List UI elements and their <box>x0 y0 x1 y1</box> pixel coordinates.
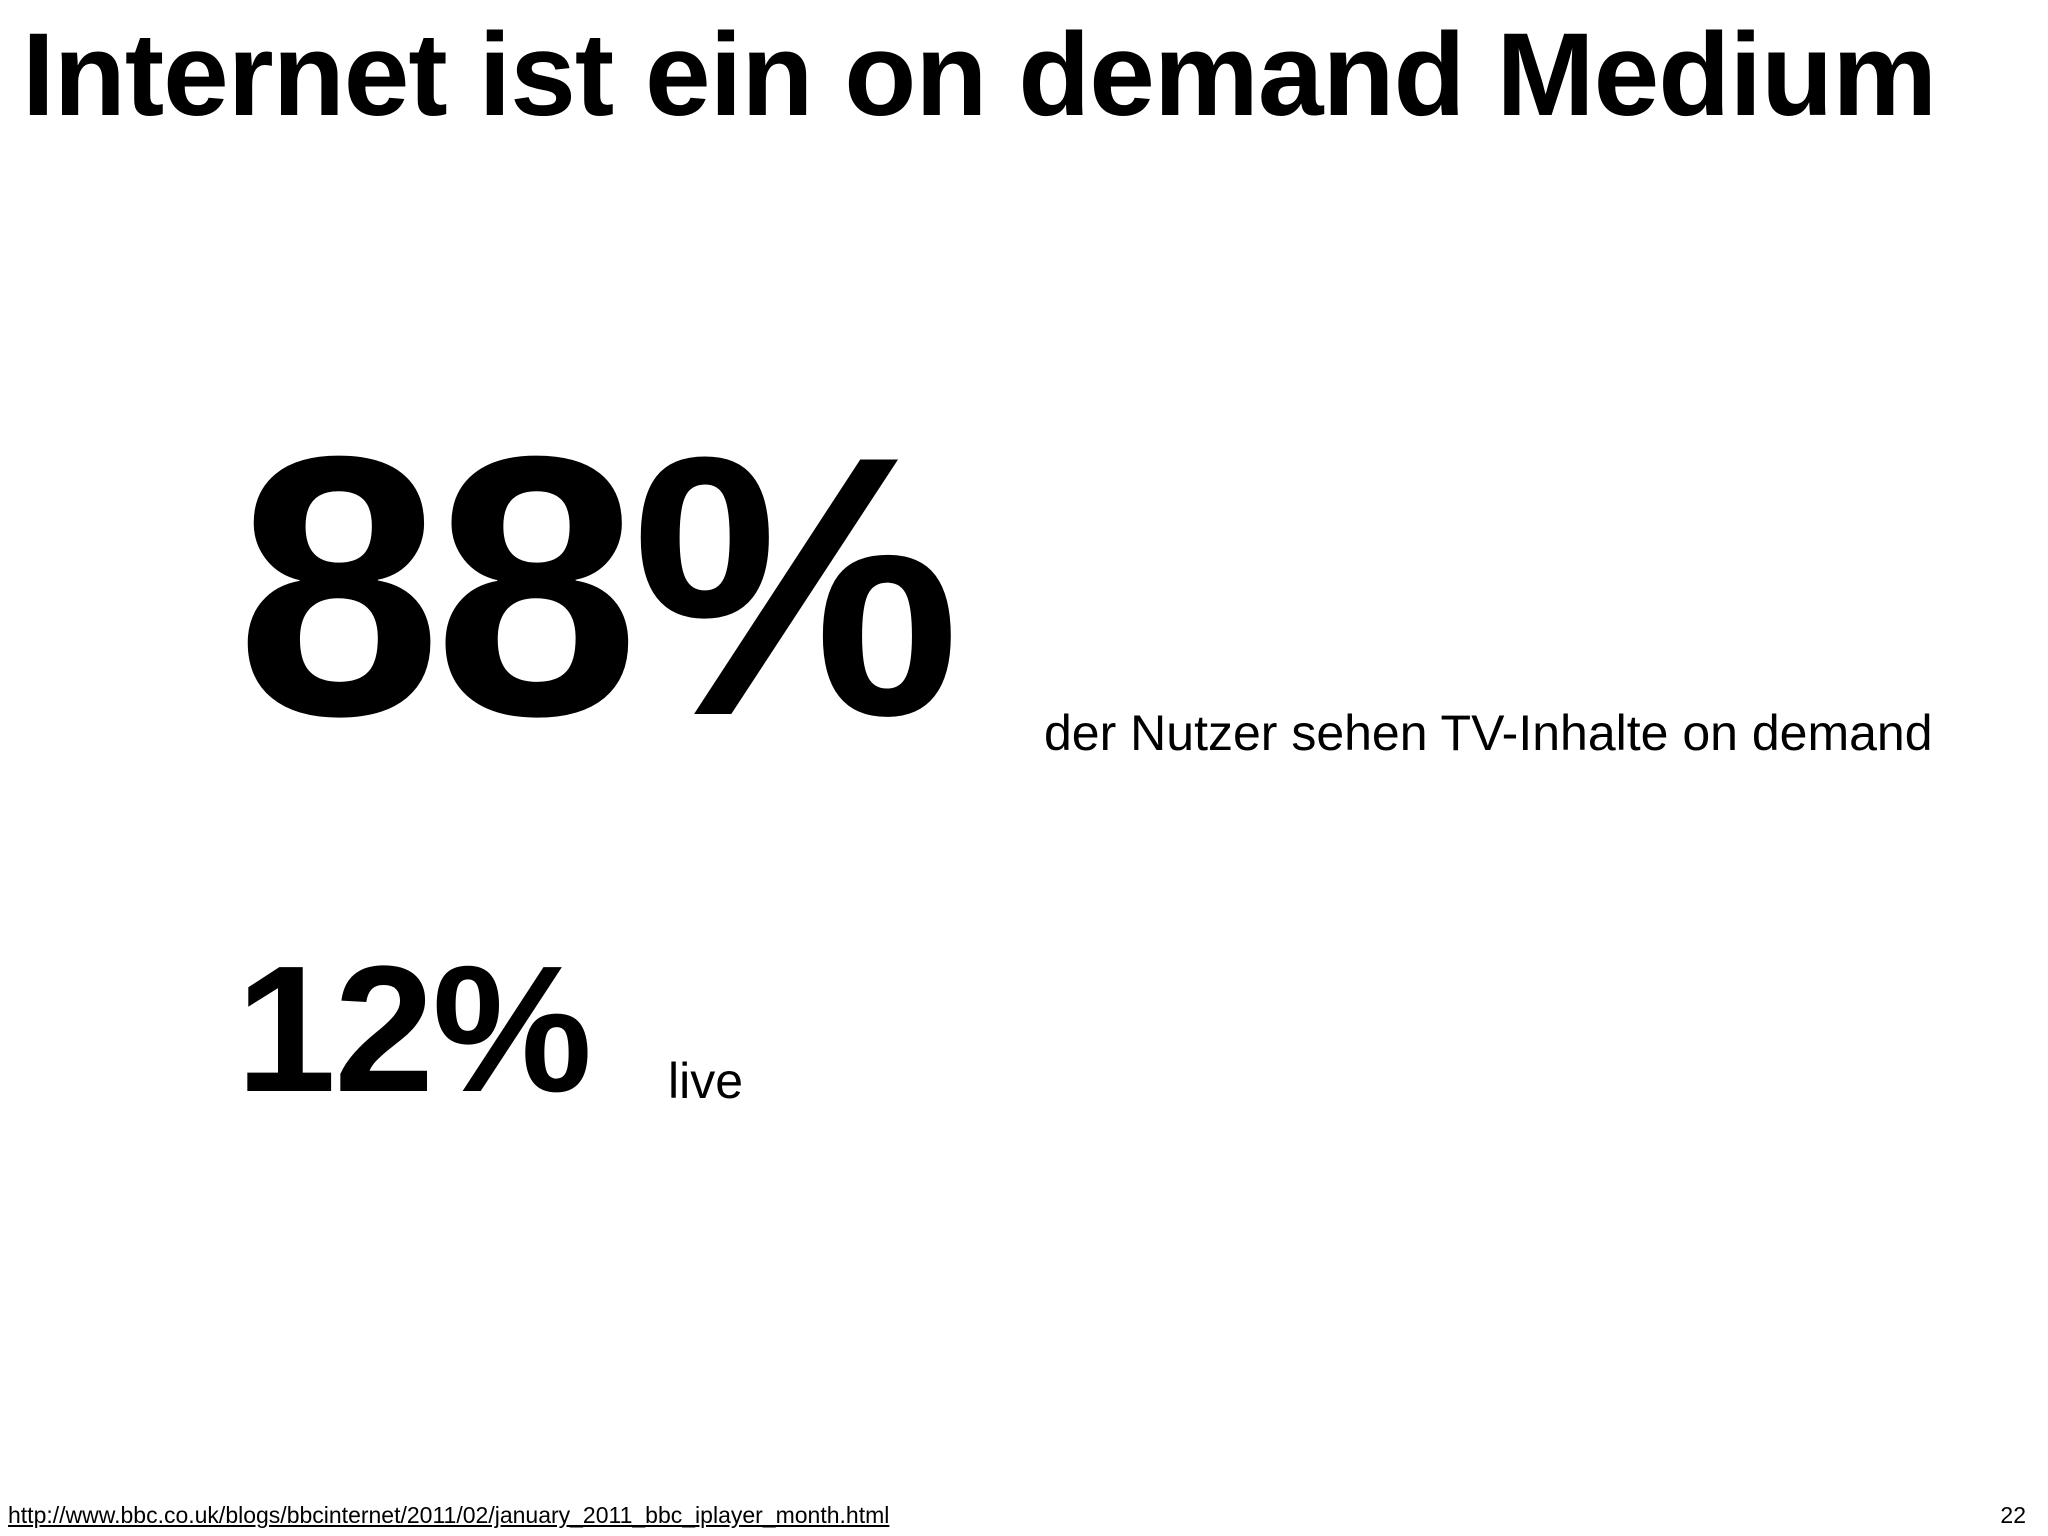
on-demand-percentage: 88% <box>236 380 961 793</box>
live-percentage: 12% <box>236 929 592 1130</box>
slide-title: Internet ist ein on demand Medium <box>22 9 1937 141</box>
on-demand-label: der Nutzer sehen TV-Inhalte on demand <box>1044 705 1933 761</box>
page-number: 22 <box>2000 1502 2026 1528</box>
live-label: live <box>668 1053 744 1109</box>
stat-on-demand: 88% der Nutzer sehen TV-Inhalte on deman… <box>236 402 2036 772</box>
stat-live: 12% live <box>236 940 1036 1120</box>
source-link[interactable]: http://www.bbc.co.uk/blogs/bbcinternet/2… <box>8 1502 890 1528</box>
